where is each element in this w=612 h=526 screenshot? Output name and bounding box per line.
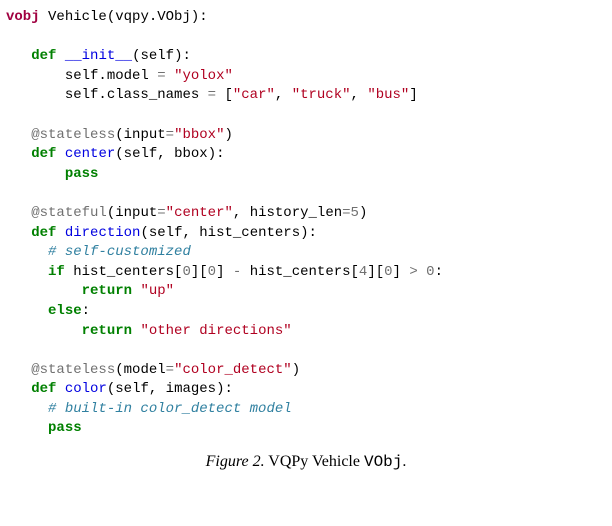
- line: # self-customized: [48, 244, 191, 260]
- params: self, hist_centers: [149, 225, 300, 241]
- decorator: @stateless: [31, 362, 115, 378]
- line: # built-in color_detect model: [48, 401, 292, 417]
- attr: class_names: [107, 87, 199, 103]
- caption-text: VQPy Vehicle: [265, 453, 364, 470]
- params: self, images: [115, 381, 216, 397]
- attr: model: [107, 68, 149, 84]
- base-class: vqpy.VObj: [115, 9, 191, 25]
- line: self.model = "yolox": [65, 68, 233, 84]
- kwarg: model: [124, 362, 166, 378]
- code-block: vobj Vehicle(vqpy.VObj): def __init__(se…: [0, 0, 612, 443]
- class-name: Vehicle: [48, 9, 107, 25]
- string-literal: "yolox": [174, 68, 233, 84]
- method-name: direction: [65, 225, 141, 241]
- string-literal: "up": [140, 283, 174, 299]
- comment: # built-in color_detect model: [48, 401, 292, 417]
- caption-objname: VObj: [364, 453, 402, 471]
- pass-keyword: pass: [48, 420, 82, 436]
- pass-keyword: pass: [65, 166, 99, 182]
- params: self: [140, 48, 174, 64]
- else-keyword: else: [48, 303, 82, 319]
- line: vobj Vehicle(vqpy.VObj):: [6, 9, 208, 25]
- string-literal: "truck": [292, 87, 351, 103]
- line: def direction(self, hist_centers):: [31, 225, 317, 241]
- line: self.class_names = ["car", "truck", "bus…: [65, 87, 418, 103]
- string-literal: "other directions": [140, 323, 291, 339]
- string-literal: "bus": [367, 87, 409, 103]
- kwarg: history_len: [250, 205, 342, 221]
- params: self, bbox: [124, 146, 208, 162]
- vobj-keyword: vobj: [6, 9, 40, 25]
- line: def __init__(self):: [31, 48, 191, 64]
- figure-label: Figure 2.: [206, 453, 265, 470]
- line: pass: [48, 420, 82, 436]
- line: return "up": [82, 283, 174, 299]
- line: pass: [65, 166, 99, 182]
- kwarg: input: [124, 127, 166, 143]
- string-literal: "color_detect": [174, 362, 292, 378]
- string-literal: "bbox": [174, 127, 224, 143]
- def-keyword: def: [31, 48, 56, 64]
- if-keyword: if: [48, 264, 65, 280]
- line: return "other directions": [82, 323, 292, 339]
- return-keyword: return: [82, 283, 132, 299]
- line: if hist_centers[0][0] - hist_centers[4][…: [48, 264, 443, 280]
- def-keyword: def: [31, 381, 56, 397]
- def-keyword: def: [31, 146, 56, 162]
- comment: # self-customized: [48, 244, 191, 260]
- method-name: __init__: [65, 48, 132, 64]
- decorator: @stateful: [31, 205, 107, 221]
- method-name: center: [65, 146, 115, 162]
- number-literal: 5: [351, 205, 359, 221]
- line: def color(self, images):: [31, 381, 233, 397]
- line: @stateless(input="bbox"): [31, 127, 233, 143]
- line: @stateless(model="color_detect"): [31, 362, 300, 378]
- method-name: color: [65, 381, 107, 397]
- decorator: @stateless: [31, 127, 115, 143]
- kwarg: input: [115, 205, 157, 221]
- caption-period: .: [402, 453, 406, 470]
- self: self: [65, 87, 99, 103]
- expr: hist_centers[: [73, 264, 182, 280]
- figure-caption: Figure 2. VQPy Vehicle VObj.: [0, 443, 612, 487]
- string-literal: "car": [233, 87, 275, 103]
- expr: hist_centers[: [250, 264, 359, 280]
- line: else:: [48, 303, 90, 319]
- string-literal: "center": [166, 205, 233, 221]
- return-keyword: return: [82, 323, 132, 339]
- line: @stateful(input="center", history_len=5): [31, 205, 367, 221]
- line: def center(self, bbox):: [31, 146, 224, 162]
- def-keyword: def: [31, 225, 56, 241]
- self: self: [65, 68, 99, 84]
